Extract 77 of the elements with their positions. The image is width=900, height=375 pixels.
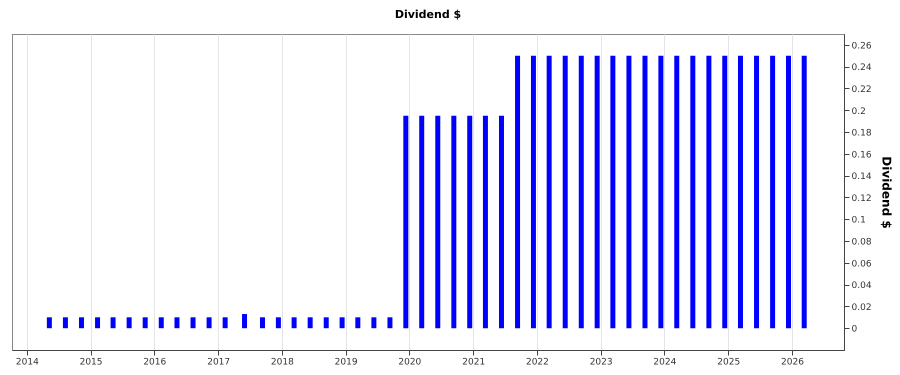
x-tick-label: 2020 xyxy=(398,358,422,368)
bar xyxy=(786,56,791,328)
bar xyxy=(674,56,680,328)
y-tick-label: 0.26 xyxy=(852,41,872,52)
bar xyxy=(110,317,116,328)
bar xyxy=(242,314,248,328)
bar xyxy=(158,317,164,328)
bar xyxy=(706,56,712,328)
bar xyxy=(387,317,392,328)
bar xyxy=(562,56,568,328)
bar xyxy=(222,317,228,328)
y-tick-label: 0.2 xyxy=(852,106,866,117)
y-tick-label: 0.16 xyxy=(852,150,872,160)
bar xyxy=(530,56,536,328)
bar xyxy=(690,56,696,328)
y-tick-label: 0.06 xyxy=(852,259,872,270)
bar xyxy=(610,56,616,328)
bar xyxy=(46,317,52,328)
x-tick-label: 2014 xyxy=(16,358,40,368)
x-tick-label: 2019 xyxy=(334,358,358,368)
bar xyxy=(174,317,180,328)
bar xyxy=(340,317,345,328)
bar xyxy=(142,317,148,328)
bar xyxy=(642,56,648,328)
x-tick-label: 2026 xyxy=(781,358,804,368)
bar xyxy=(546,56,552,328)
bar xyxy=(419,116,424,328)
bar xyxy=(371,317,376,328)
bar xyxy=(95,317,100,328)
y-tick-label: 0.02 xyxy=(852,302,872,313)
bar xyxy=(770,56,776,328)
bar xyxy=(403,116,408,328)
y-tick-label: 0.14 xyxy=(852,172,872,182)
bar xyxy=(62,317,68,328)
x-tick-label: 2018 xyxy=(270,358,294,368)
x-tick-label: 2025 xyxy=(717,358,740,368)
bar xyxy=(260,317,266,328)
y-tick-label: 0.22 xyxy=(852,84,872,95)
bar xyxy=(482,116,488,328)
bar xyxy=(126,317,132,328)
bar xyxy=(515,56,520,328)
x-tick-label: 2017 xyxy=(207,358,230,368)
y-tick-label: 0.08 xyxy=(852,238,872,248)
x-tick-label: 2023 xyxy=(590,358,613,368)
bar xyxy=(435,116,440,328)
x-tick-label: 2015 xyxy=(80,358,103,368)
y-tick-label: 0.04 xyxy=(852,281,872,292)
bar xyxy=(754,56,760,328)
bar xyxy=(498,116,504,328)
y-tick-label: 0.24 xyxy=(852,63,872,74)
bar xyxy=(802,56,807,328)
bar xyxy=(451,116,456,328)
x-tick-label: 2016 xyxy=(143,358,166,368)
bar xyxy=(738,56,743,328)
bar xyxy=(355,317,360,328)
bar xyxy=(292,317,297,328)
y-tick-label: 0 xyxy=(852,324,858,335)
bar xyxy=(190,317,196,328)
bar xyxy=(276,317,281,328)
bar xyxy=(467,116,472,328)
bar xyxy=(308,317,313,328)
chart-title: Dividend $ xyxy=(394,8,462,21)
y-tick-label: 0.12 xyxy=(852,194,872,204)
bar xyxy=(626,56,632,328)
bar xyxy=(722,56,728,328)
bar xyxy=(578,56,584,328)
x-tick-label: 2022 xyxy=(526,358,549,368)
bar xyxy=(594,56,600,328)
y-axis-title: Dividend $ xyxy=(880,156,894,229)
bar xyxy=(324,317,329,328)
y-tick-label: 0.18 xyxy=(852,128,872,139)
x-tick-label: 2024 xyxy=(653,358,677,368)
bar xyxy=(658,56,664,328)
bar xyxy=(206,317,212,328)
y-tick-label: 0.1 xyxy=(852,216,866,226)
x-tick-label: 2021 xyxy=(462,358,486,368)
bar xyxy=(78,317,84,328)
